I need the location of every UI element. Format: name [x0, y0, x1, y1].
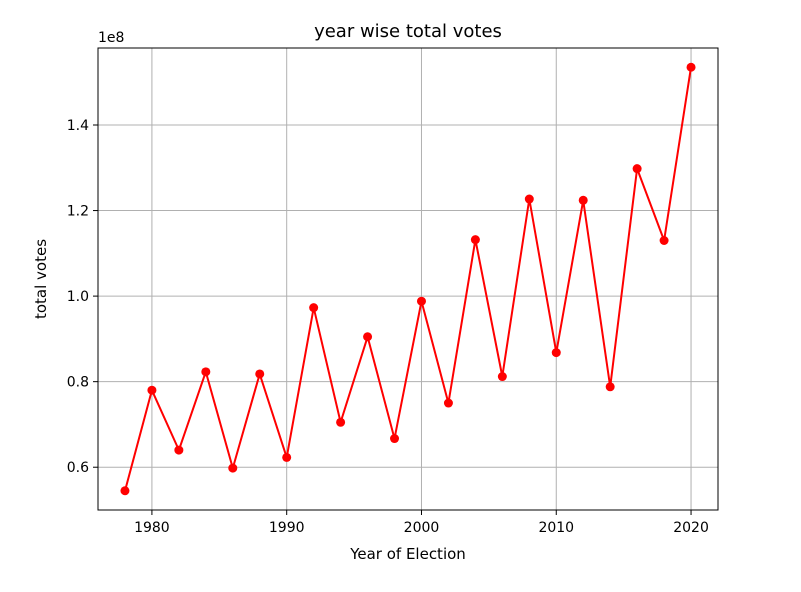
data-point	[443, 398, 453, 408]
x-tick-label: 1990	[269, 520, 305, 536]
y-axis-offset-label: 1e8	[98, 30, 124, 46]
data-point	[524, 194, 534, 204]
data-point	[497, 372, 507, 382]
data-point	[686, 62, 696, 72]
y-tick-label: 1.4	[67, 118, 89, 134]
data-point	[228, 463, 238, 473]
ticks: 1980 1990 2000 2010 2020 0.6 0.8 1.0 1.2 1.4	[67, 118, 709, 536]
data-point	[174, 445, 184, 455]
data-point	[309, 303, 319, 313]
chart-title: year wise total votes	[314, 21, 502, 42]
x-tick-label: 1980	[134, 520, 170, 536]
series-layer	[120, 62, 696, 496]
data-point	[147, 385, 157, 395]
y-tick-label: 1.0	[67, 289, 89, 305]
y-tick-label: 0.8	[67, 375, 89, 391]
data-point	[390, 434, 400, 444]
y-tick-label: 1.2	[67, 204, 89, 220]
data-point	[578, 195, 588, 205]
y-axis-label: total votes	[32, 239, 50, 319]
data-point	[605, 382, 615, 392]
x-tick-label: 2000	[404, 520, 440, 536]
data-point	[363, 332, 373, 342]
data-point	[416, 296, 426, 306]
grid-lines	[98, 48, 718, 510]
x-tick-label: 2020	[673, 520, 709, 536]
data-point	[551, 348, 561, 358]
x-tick-label: 2010	[538, 520, 574, 536]
y-tick-label: 0.6	[67, 460, 89, 476]
series-line	[124, 67, 692, 492]
data-point	[659, 236, 669, 245]
data-point	[632, 164, 642, 174]
data-point	[470, 235, 480, 245]
data-point	[120, 486, 130, 496]
data-point	[282, 452, 292, 462]
data-point	[336, 417, 346, 427]
data-point	[255, 369, 265, 379]
plot-frame	[97, 47, 719, 511]
x-axis-label: Year of Election	[349, 545, 466, 563]
data-point	[201, 367, 211, 377]
